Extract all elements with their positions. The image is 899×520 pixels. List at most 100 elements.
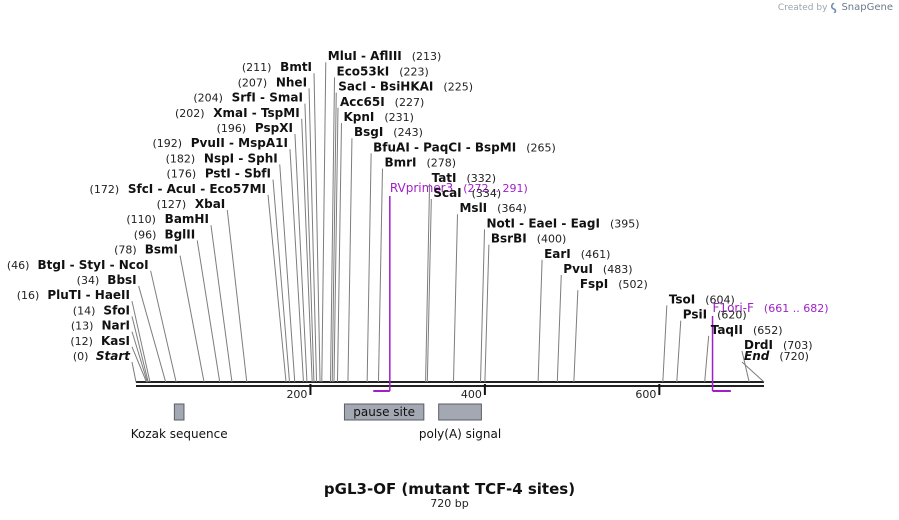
site-name: BsmI bbox=[145, 243, 178, 257]
site-connector bbox=[294, 133, 308, 383]
site-connector bbox=[480, 229, 486, 383]
site-connector bbox=[131, 331, 148, 383]
restriction-site-track: Start(0)KasI(12)NarI(13)SfoI(14)PluTI - … bbox=[7, 49, 813, 383]
site-position: (483) bbox=[603, 263, 633, 276]
site-connector bbox=[131, 301, 151, 383]
restriction-site: BsmI (78) bbox=[114, 243, 205, 383]
restriction-site: BfuAI - PaqCI - BspMI (265) bbox=[366, 140, 556, 383]
site-name: XbaI bbox=[195, 197, 225, 211]
site-name: BmtI bbox=[280, 60, 312, 74]
site-name: SfcI - AcuI - Eco57MI bbox=[128, 182, 266, 196]
feature-label: pause site bbox=[353, 405, 415, 419]
site-position: (172) bbox=[90, 183, 120, 196]
ruler: 200 400 600 bbox=[136, 381, 764, 401]
site-position: (225) bbox=[443, 81, 473, 94]
site-position: (720) bbox=[779, 350, 809, 363]
restriction-site: BmtI (211) bbox=[242, 60, 321, 383]
site-connector bbox=[279, 164, 296, 383]
site-name: PstI - SbfI bbox=[205, 167, 271, 181]
feature-box bbox=[438, 403, 482, 421]
site-name: ScaI bbox=[433, 186, 461, 200]
site-position: (14) bbox=[73, 304, 96, 317]
site-position: (213) bbox=[412, 50, 442, 63]
site-name: TatI bbox=[432, 171, 457, 185]
site-position: (364) bbox=[497, 202, 527, 215]
site-connector bbox=[366, 153, 372, 383]
site-connector bbox=[272, 179, 291, 383]
restriction-site: TaqII (652) bbox=[704, 323, 783, 383]
site-connector bbox=[138, 285, 167, 383]
site-connector bbox=[741, 350, 750, 383]
restriction-site: TsoI (604) bbox=[662, 292, 735, 383]
site-position: (604) bbox=[705, 293, 735, 306]
site-position: (16) bbox=[17, 289, 40, 302]
site-connector bbox=[131, 361, 137, 383]
site-position: (223) bbox=[399, 65, 429, 78]
site-position: (400) bbox=[537, 233, 567, 246]
site-position: (182) bbox=[166, 152, 196, 165]
site-name: SacI - BsiHKAI bbox=[338, 80, 433, 94]
feature-label: Kozak sequence bbox=[131, 427, 228, 441]
site-name: NarI bbox=[101, 319, 130, 333]
site-name: Eco53kI bbox=[337, 64, 390, 78]
restriction-site: SrfI - SmaI (204) bbox=[193, 91, 315, 383]
site-name: SfoI bbox=[103, 303, 130, 317]
restriction-site: Start (0) bbox=[73, 349, 137, 383]
primer: F1ori-F (661 .. 682) bbox=[711, 301, 828, 392]
site-name: SrfI - SmaI bbox=[232, 91, 303, 105]
restriction-site: KpnI (231) bbox=[336, 110, 414, 383]
site-connector bbox=[301, 118, 313, 383]
site-connector bbox=[331, 92, 337, 383]
site-position: (227) bbox=[395, 96, 425, 109]
restriction-site: ScaI (334) bbox=[426, 186, 502, 383]
restriction-site: KasI (12) bbox=[70, 334, 147, 383]
map-title: pGL3-OF (mutant TCF-4 sites) bbox=[323, 480, 576, 498]
site-position: (196) bbox=[217, 122, 247, 135]
site-position: (703) bbox=[783, 339, 813, 352]
site-name: KasI bbox=[101, 334, 130, 348]
restriction-site: BsgI (243) bbox=[347, 125, 423, 383]
primer-range: (272 .. 291) bbox=[463, 182, 528, 195]
primer-track: RVprimer3 (272 .. 291) F1ori-F (661 .. 682) bbox=[373, 181, 828, 392]
site-connector bbox=[573, 290, 579, 383]
site-name: PvuI bbox=[563, 262, 593, 276]
restriction-site: XmaI - TspMI (202) bbox=[175, 106, 313, 383]
site-connector bbox=[347, 138, 353, 383]
restriction-site: SfoI (14) bbox=[73, 303, 149, 383]
site-connector bbox=[131, 316, 149, 383]
site-connector bbox=[676, 320, 682, 383]
feature: pause site bbox=[343, 403, 425, 421]
site-position: (110) bbox=[126, 213, 156, 226]
restriction-site: PvuII - MspA1I (192) bbox=[152, 136, 304, 383]
site-name: TaqII bbox=[711, 323, 743, 337]
site-connector bbox=[226, 209, 248, 383]
watermark-brand: SnapGene bbox=[841, 2, 893, 13]
site-position: (332) bbox=[467, 172, 497, 185]
snapgene-logo-icon bbox=[831, 2, 837, 13]
restriction-site: BmrI (278) bbox=[377, 156, 456, 383]
site-position: (96) bbox=[134, 228, 157, 241]
watermark-prefix: Created by bbox=[777, 2, 828, 13]
restriction-site: MslI (364) bbox=[452, 201, 527, 383]
site-position: (202) bbox=[175, 107, 205, 120]
site-name: MluI - AflIII bbox=[328, 49, 402, 63]
site-name: BtgI - StyI - NcoI bbox=[37, 258, 148, 272]
site-connector bbox=[304, 103, 315, 383]
site-position: (127) bbox=[157, 198, 187, 211]
snapgene-watermark: Created by SnapGene bbox=[778, 2, 893, 13]
site-name: MslI bbox=[459, 201, 487, 215]
site-connector bbox=[330, 77, 336, 383]
site-connector bbox=[196, 240, 221, 383]
site-name: NheI bbox=[276, 75, 307, 89]
map-length: 720 bp bbox=[430, 497, 469, 510]
site-position: (334) bbox=[472, 187, 502, 200]
site-name: BamHI bbox=[165, 212, 209, 226]
site-name: PsiI bbox=[683, 308, 707, 322]
site-position: (652) bbox=[753, 324, 783, 337]
site-name: PluTI - HaeII bbox=[47, 288, 130, 302]
feature-box bbox=[173, 403, 185, 421]
site-connector bbox=[741, 361, 765, 383]
site-name: PspXI bbox=[255, 121, 293, 135]
restriction-site: SfcI - AcuI - Eco57MI (172) bbox=[90, 182, 287, 383]
site-connector bbox=[308, 88, 318, 383]
